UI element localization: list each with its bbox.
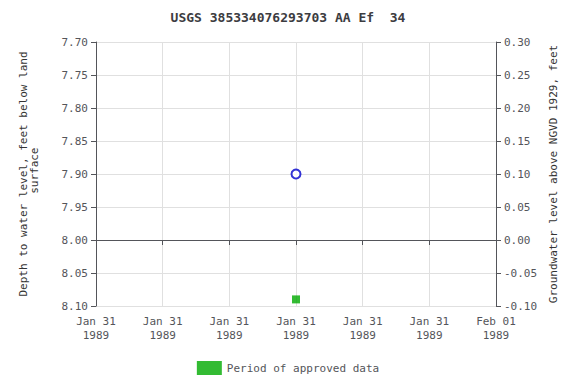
svg-text:0.10: 0.10 bbox=[504, 168, 531, 181]
svg-text:1989: 1989 bbox=[83, 329, 110, 342]
svg-text:7.70: 7.70 bbox=[62, 36, 89, 49]
svg-text:USGS 385334076293703 AA Ef 34: USGS 385334076293703 AA Ef 34 bbox=[171, 10, 406, 25]
svg-text:8.00: 8.00 bbox=[62, 234, 89, 247]
svg-text:Jan 31: Jan 31 bbox=[276, 315, 316, 328]
svg-text:1989: 1989 bbox=[416, 329, 443, 342]
svg-text:Jan 31: Jan 31 bbox=[76, 315, 116, 328]
svg-text:Groundwater level above NGVD 1: Groundwater level above NGVD 1929, feet bbox=[547, 45, 560, 303]
svg-text:7.75: 7.75 bbox=[62, 69, 89, 82]
svg-text:1989: 1989 bbox=[483, 329, 510, 342]
svg-text:7.85: 7.85 bbox=[62, 135, 89, 148]
svg-text:-0.05: -0.05 bbox=[504, 267, 537, 280]
svg-text:Depth to water level, feet bel: Depth to water level, feet below land bbox=[17, 51, 30, 297]
svg-text:-0.10: -0.10 bbox=[504, 300, 537, 313]
svg-text:1989: 1989 bbox=[283, 329, 310, 342]
svg-text:7.95: 7.95 bbox=[62, 201, 89, 214]
svg-text:1989: 1989 bbox=[216, 329, 243, 342]
svg-text:0.25: 0.25 bbox=[504, 69, 531, 82]
svg-text:0.00: 0.00 bbox=[504, 234, 531, 247]
svg-text:0.20: 0.20 bbox=[504, 102, 531, 115]
svg-text:Jan 31: Jan 31 bbox=[209, 315, 249, 328]
svg-text:Jan 31: Jan 31 bbox=[143, 315, 183, 328]
svg-text:0.30: 0.30 bbox=[504, 36, 531, 49]
svg-text:1989: 1989 bbox=[149, 329, 176, 342]
svg-text:8.10: 8.10 bbox=[62, 300, 89, 313]
svg-text:7.80: 7.80 bbox=[62, 102, 89, 115]
svg-text:Jan 31: Jan 31 bbox=[409, 315, 449, 328]
svg-text:8.05: 8.05 bbox=[62, 267, 89, 280]
svg-text:Period of approved data: Period of approved data bbox=[227, 362, 379, 375]
svg-text:Feb 01: Feb 01 bbox=[476, 315, 516, 328]
svg-text:Jan 31: Jan 31 bbox=[343, 315, 383, 328]
svg-text:0.15: 0.15 bbox=[504, 135, 531, 148]
svg-text:7.90: 7.90 bbox=[62, 168, 89, 181]
svg-text:0.05: 0.05 bbox=[504, 201, 531, 214]
svg-text:1989: 1989 bbox=[349, 329, 376, 342]
svg-text:surface: surface bbox=[28, 148, 41, 201]
